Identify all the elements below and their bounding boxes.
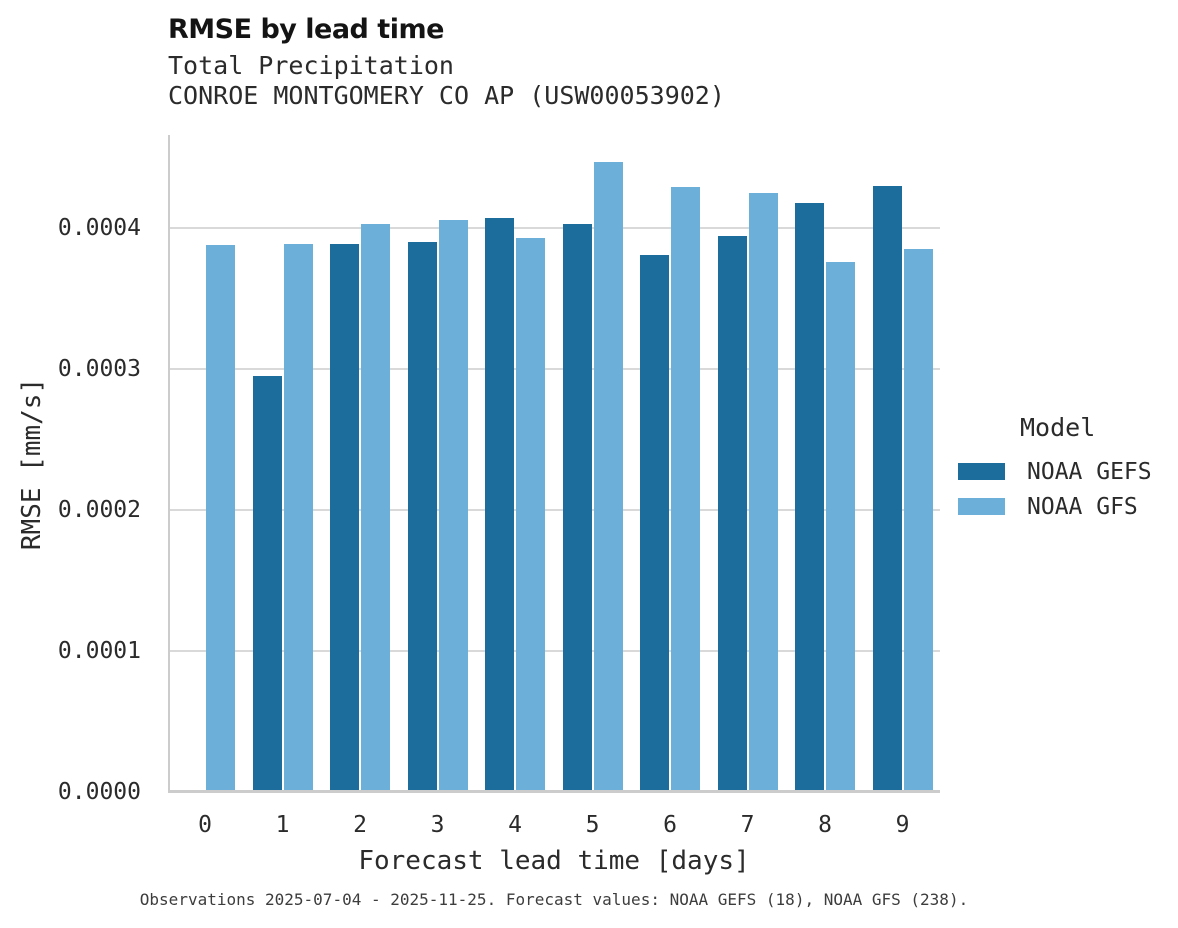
y-axis-spine <box>168 135 170 792</box>
bar-noaa-gfs-lead-5 <box>593 161 623 792</box>
gridline-0.0003 <box>170 368 940 370</box>
x-tick-label-8: 8 <box>818 812 832 838</box>
y-tick-label-0.0004: 0.0004 <box>57 215 141 241</box>
chart-subtitle-variable: Total Precipitation <box>168 51 454 80</box>
y-tick-label-0.0002: 0.0002 <box>57 497 141 523</box>
x-tick-label-5: 5 <box>585 812 600 838</box>
x-tick-label-1: 1 <box>275 812 290 838</box>
bar-noaa-gefs-lead-8 <box>795 202 824 792</box>
y-tick-label-0.0001: 0.0001 <box>57 638 141 664</box>
x-tick-label-7: 7 <box>740 812 755 838</box>
chart-title: RMSE by lead time <box>168 14 444 45</box>
bar-noaa-gfs-lead-8 <box>826 261 855 792</box>
legend-label-noaa-gefs: NOAA GEFS <box>1027 458 1152 485</box>
bar-noaa-gefs-lead-5 <box>562 223 592 792</box>
gridline-0.0002 <box>170 509 940 511</box>
bar-noaa-gfs-lead-6 <box>671 187 700 792</box>
bar-noaa-gfs-lead-2 <box>361 223 390 792</box>
legend-label-noaa-gfs: NOAA GFS <box>1027 493 1138 520</box>
bar-noaa-gefs-lead-2 <box>330 243 359 792</box>
x-tick-label-3: 3 <box>430 812 445 838</box>
bar-noaa-gfs-lead-7 <box>748 192 778 792</box>
x-axis-label: Forecast lead time [days] <box>358 846 750 876</box>
x-tick-label-2: 2 <box>353 812 367 838</box>
x-tick-label-0: 0 <box>198 812 212 838</box>
x-tick-label-9: 9 <box>895 812 910 838</box>
bar-noaa-gefs-lead-6 <box>640 254 669 792</box>
bar-noaa-gefs-lead-1 <box>252 376 282 792</box>
gridline-0.0001 <box>170 650 940 652</box>
caption: Observations 2025-07-04 - 2025-11-25. Fo… <box>139 890 969 909</box>
legend-row-noaa-gfs: NOAA GFS <box>958 489 1178 524</box>
bar-noaa-gefs-lead-3 <box>407 242 437 792</box>
bar-noaa-gfs-lead-0 <box>206 244 235 792</box>
bar-noaa-gfs-lead-4 <box>516 237 545 792</box>
legend-swatch-noaa-gfs <box>958 498 1005 515</box>
x-tick-label-6: 6 <box>663 812 677 838</box>
gridline-0.0004 <box>170 227 940 229</box>
bar-noaa-gfs-lead-3 <box>438 219 468 792</box>
y-tick-label-0.0000: 0.0000 <box>57 779 141 805</box>
legend-row-noaa-gefs: NOAA GEFS <box>958 454 1178 489</box>
plot-area <box>168 135 940 792</box>
bar-noaa-gefs-lead-4 <box>485 218 514 792</box>
bar-noaa-gefs-lead-7 <box>717 236 747 792</box>
x-axis-baseline <box>168 790 940 793</box>
y-tick-label-0.0003: 0.0003 <box>57 356 141 382</box>
x-tick-label-4: 4 <box>508 812 522 838</box>
legend-swatch-noaa-gefs <box>958 463 1005 480</box>
bar-noaa-gfs-lead-1 <box>283 243 313 792</box>
bar-noaa-gfs-lead-9 <box>903 249 933 792</box>
y-axis-label: RMSE [mm/s] <box>17 377 47 551</box>
chart-subtitle-station: CONROE MONTGOMERY CO AP (USW00053902) <box>168 81 725 110</box>
legend: Model NOAA GEFS NOAA GFS <box>958 413 1178 524</box>
bar-noaa-gefs-lead-9 <box>872 185 902 792</box>
legend-title: Model <box>1020 413 1096 442</box>
